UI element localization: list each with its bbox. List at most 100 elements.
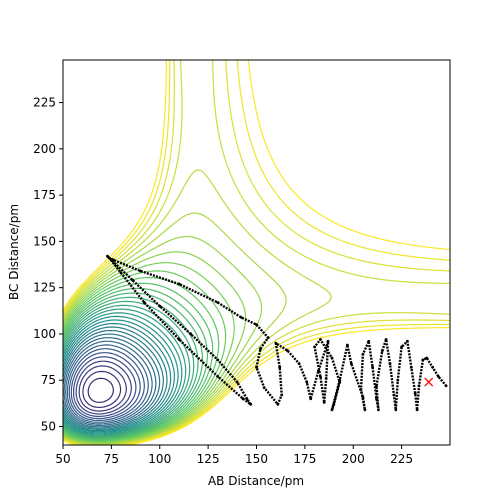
trajectory-point bbox=[330, 356, 334, 360]
trajectory-point bbox=[216, 358, 220, 362]
trajectory-point bbox=[286, 349, 289, 352]
contour-level-line bbox=[82, 370, 122, 408]
x-axis: 50 75 100 125 150 175 200 225 bbox=[55, 445, 413, 466]
trajectory-point bbox=[216, 375, 220, 378]
trajectory-point bbox=[119, 271, 123, 275]
contour-level-line bbox=[63, 235, 263, 445]
x-tick-label: 50 bbox=[55, 452, 70, 466]
trajectory-point bbox=[278, 365, 282, 369]
contour-level-line bbox=[63, 330, 164, 429]
trajectory-point bbox=[266, 336, 270, 339]
trajectory-point bbox=[359, 388, 363, 391]
trajectory-point bbox=[255, 365, 258, 369]
trajectory-point bbox=[332, 402, 336, 406]
y-tick-label: 125 bbox=[33, 281, 56, 295]
trajectory-point bbox=[409, 365, 413, 369]
contour-level-line bbox=[63, 312, 183, 435]
trajectory-point bbox=[158, 304, 162, 308]
x-tick-label: 75 bbox=[104, 452, 119, 466]
trajectory-point bbox=[394, 408, 398, 412]
trajectory-point bbox=[413, 391, 417, 395]
trajectory-point bbox=[380, 349, 384, 352]
contour-lines bbox=[63, 60, 450, 445]
y-tick-label: 200 bbox=[33, 142, 56, 156]
trajectory-point bbox=[421, 358, 425, 362]
x-tick-label: 200 bbox=[342, 452, 365, 466]
trajectory-point bbox=[189, 332, 193, 336]
contour-level-line bbox=[63, 60, 450, 445]
contour-level-line bbox=[63, 300, 195, 438]
contour-level-line bbox=[66, 344, 149, 423]
contour-level-line bbox=[63, 337, 157, 426]
trajectory-point bbox=[241, 397, 245, 401]
end-marker-group bbox=[424, 377, 434, 387]
contour-level-line bbox=[63, 169, 332, 445]
trajectory-point bbox=[309, 397, 313, 401]
trajectory-point bbox=[317, 369, 320, 373]
trajectory-series bbox=[106, 254, 448, 412]
trajectory-point bbox=[245, 397, 249, 401]
end-x-marker bbox=[424, 377, 434, 387]
trajectory-point bbox=[361, 352, 365, 356]
trajectory-point bbox=[249, 402, 253, 406]
trajectory-point bbox=[371, 365, 374, 369]
trajectory-point bbox=[338, 378, 342, 382]
trajectory-point bbox=[377, 408, 380, 412]
contour-level-line bbox=[63, 322, 172, 432]
y-tick-label: 225 bbox=[33, 96, 56, 110]
contour-level-line bbox=[65, 340, 153, 425]
trajectory-point bbox=[326, 339, 330, 343]
trajectory-point bbox=[367, 339, 371, 343]
trajectory-point bbox=[392, 393, 396, 397]
trajectory-point bbox=[319, 375, 322, 378]
x-axis-label: AB Distance/pm bbox=[208, 474, 304, 488]
trajectory-point bbox=[305, 380, 309, 384]
trajectory-point bbox=[319, 338, 322, 341]
trajectory-point bbox=[322, 401, 326, 404]
trajectory-point bbox=[177, 338, 181, 341]
trajectory-point bbox=[274, 341, 278, 345]
contour-level-line bbox=[63, 319, 175, 433]
trajectory-point bbox=[259, 347, 262, 351]
contour-level-line bbox=[63, 308, 187, 436]
contour-level-line bbox=[75, 360, 132, 415]
trajectory-point bbox=[415, 408, 419, 412]
x-tick-label: 150 bbox=[245, 452, 268, 466]
trajectory-point bbox=[313, 345, 316, 349]
x-tick-label: 175 bbox=[293, 452, 316, 466]
trajectory-point bbox=[262, 386, 266, 389]
x-tick-label: 100 bbox=[148, 452, 171, 466]
trajectory-point bbox=[431, 365, 434, 369]
y-axis: 50 75 100 125 150 175 200 225 bbox=[33, 96, 63, 433]
trajectory-point bbox=[280, 393, 284, 397]
trajectory-point bbox=[425, 356, 429, 360]
trajectory-point bbox=[177, 282, 181, 286]
trajectory-point bbox=[330, 408, 334, 412]
contour-level-line bbox=[63, 287, 208, 440]
trajectory-point bbox=[142, 301, 146, 304]
trajectory-point bbox=[276, 402, 280, 406]
contour-level-line bbox=[73, 356, 137, 417]
trajectory-point bbox=[375, 384, 378, 388]
trajectory-point bbox=[406, 339, 409, 343]
y-tick-label: 175 bbox=[33, 188, 56, 202]
trajectory-point bbox=[297, 362, 301, 365]
trajectory-point bbox=[444, 384, 448, 388]
trajectory-point bbox=[361, 395, 365, 399]
trajectory-point bbox=[396, 378, 400, 382]
contour-level-line bbox=[87, 377, 114, 403]
trajectory-point bbox=[131, 278, 135, 282]
contour-level-line bbox=[63, 212, 287, 445]
contour-level-line bbox=[63, 296, 199, 439]
contour-level-line bbox=[63, 282, 214, 441]
trajectory-point bbox=[108, 256, 111, 260]
y-tick-label: 100 bbox=[33, 327, 56, 341]
trajectory-point bbox=[239, 315, 243, 319]
trajectory-point bbox=[216, 301, 220, 304]
y-tick-label: 50 bbox=[41, 419, 56, 433]
contour-level-line bbox=[63, 315, 179, 434]
trajectory-point bbox=[437, 375, 440, 378]
trajectory-point bbox=[400, 345, 403, 349]
contour-level-line bbox=[63, 60, 450, 445]
